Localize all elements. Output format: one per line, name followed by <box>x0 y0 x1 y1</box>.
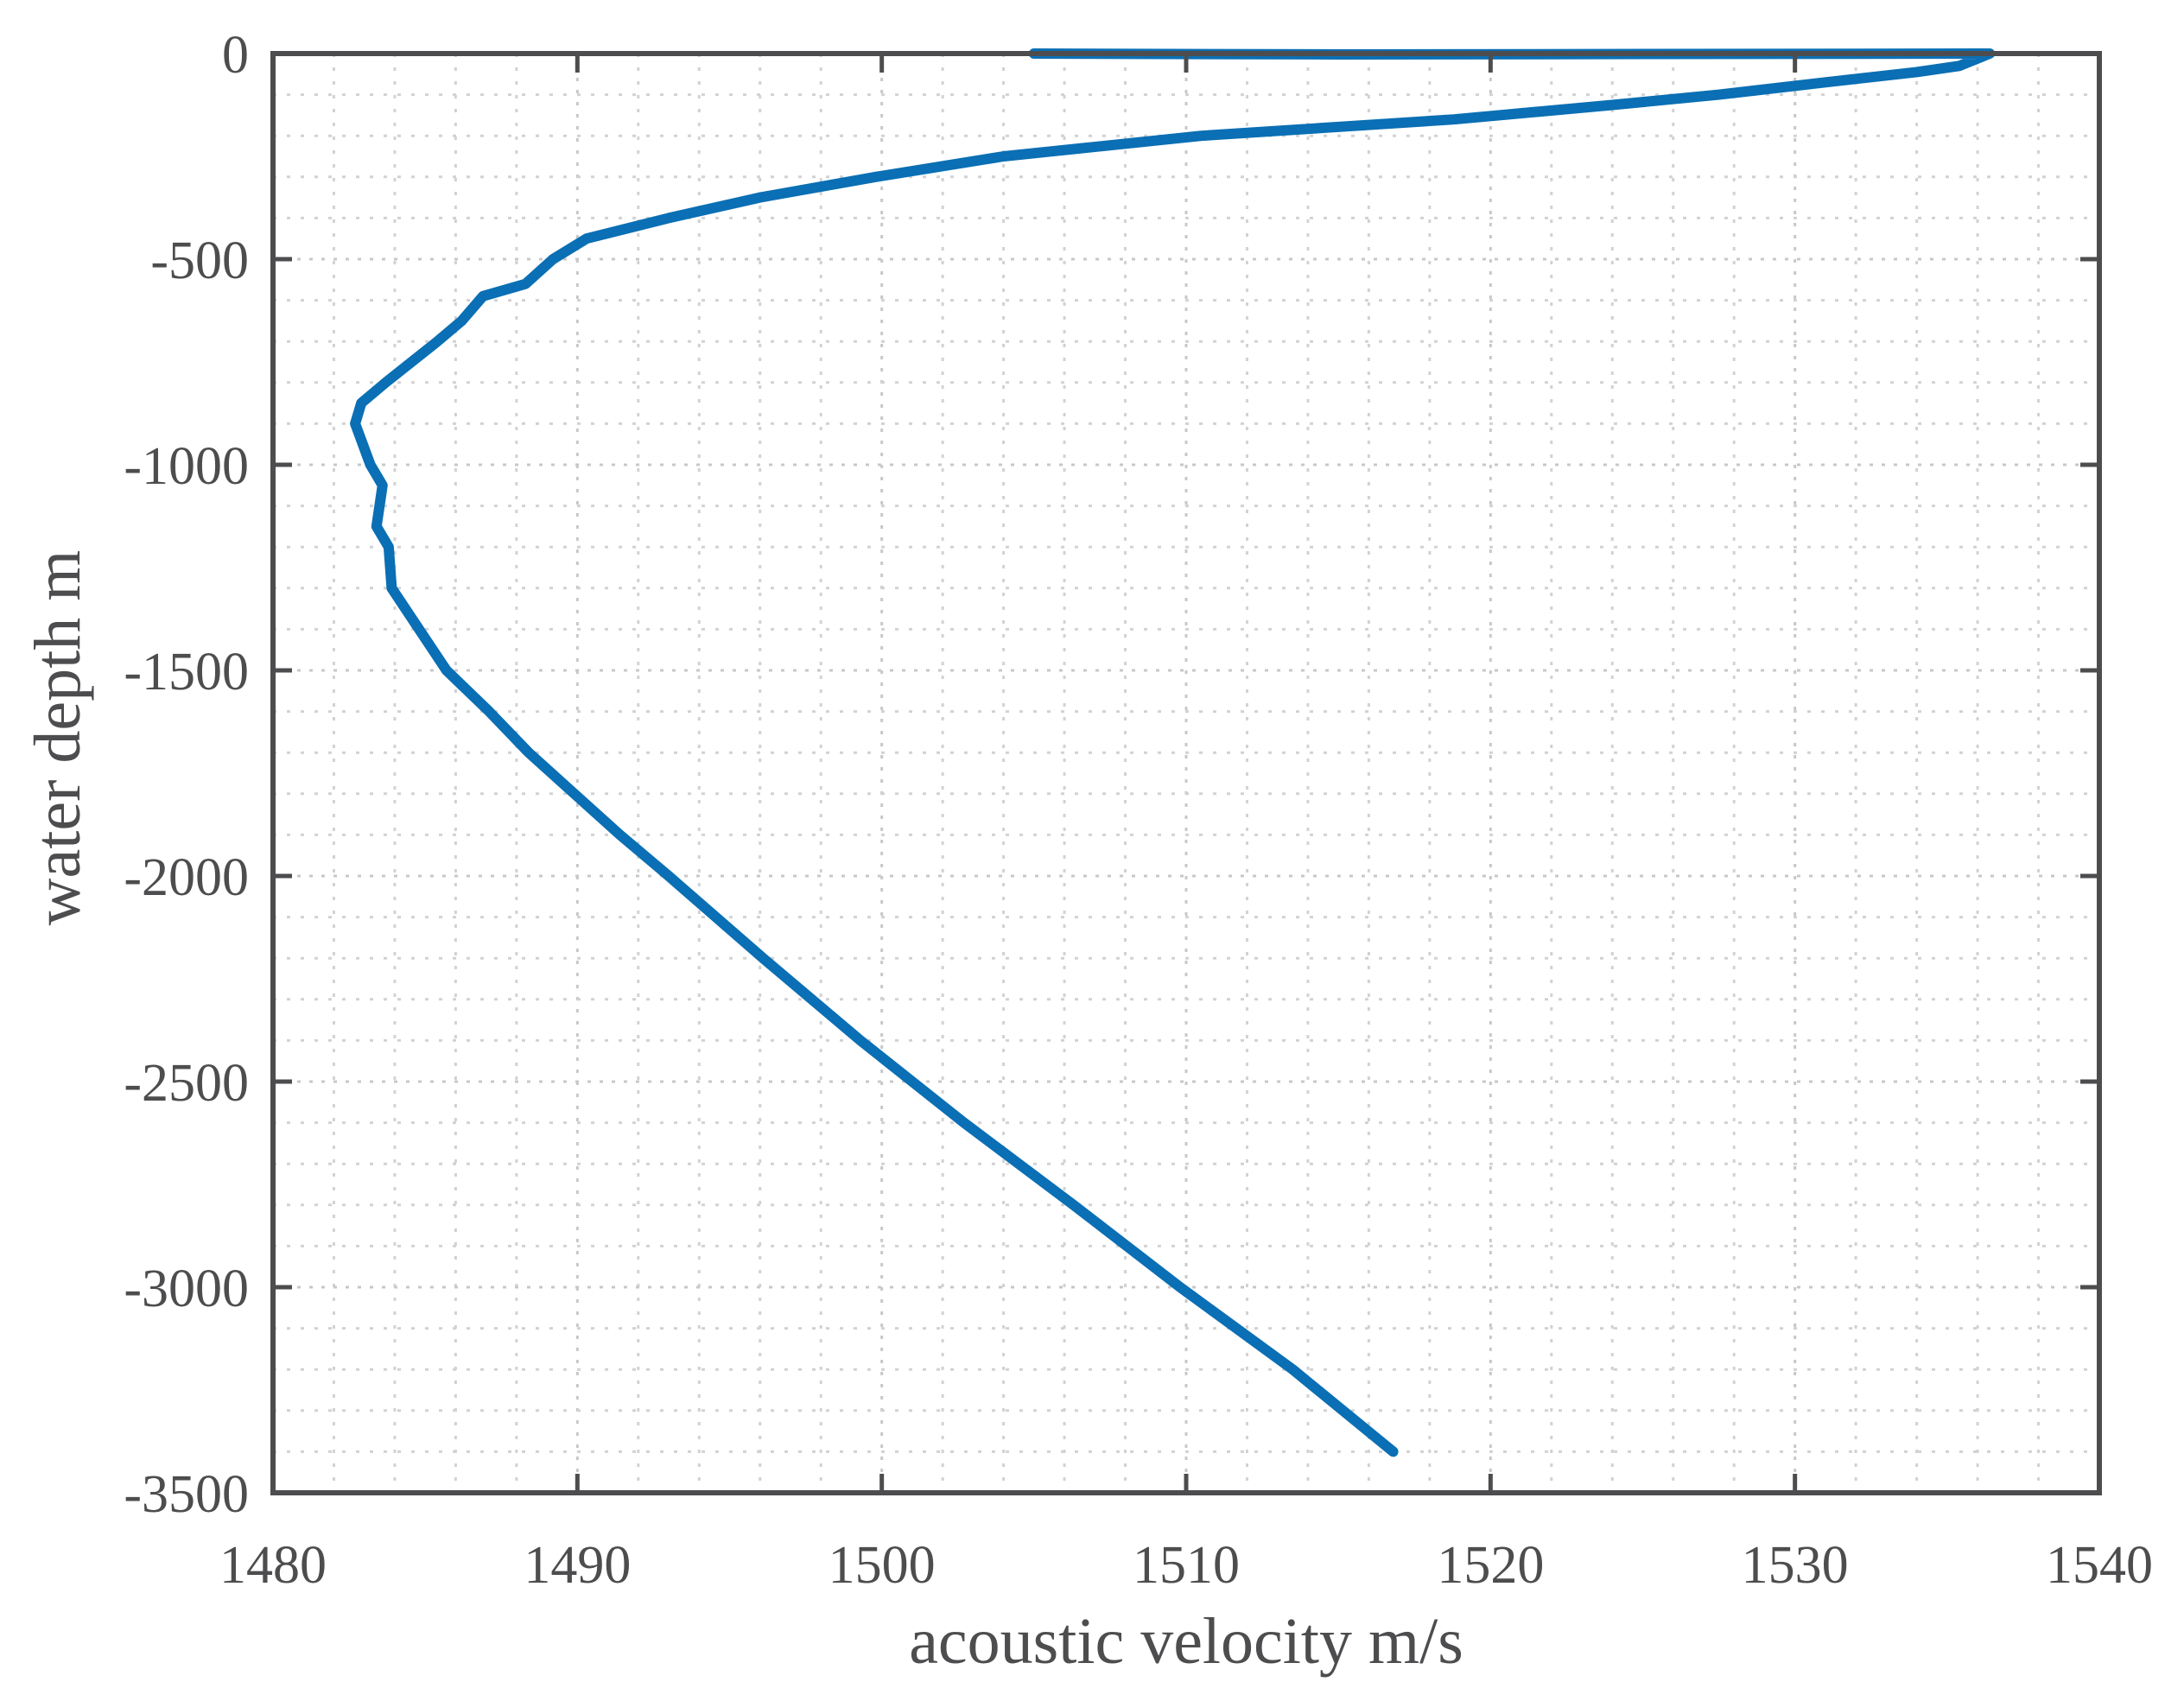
x-tick-label: 1480 <box>219 1536 327 1595</box>
x-tick-labels: 1480 1490 1500 1510 1520 1530 1540 <box>219 1536 2153 1595</box>
plot-series <box>350 48 1996 1457</box>
y-tick-label: -2500 <box>124 1054 249 1113</box>
x-tick-label: 1510 <box>1133 1536 1240 1595</box>
x-tick-label: 1520 <box>1437 1536 1544 1595</box>
x-axis-label: acoustic velocity m/s <box>909 1605 1463 1678</box>
x-tick-label: 1540 <box>2046 1536 2153 1595</box>
y-tick-label: -3500 <box>124 1465 249 1524</box>
y-axis-label: water depth m <box>22 550 94 926</box>
y-tick-label: 0 <box>222 26 249 85</box>
y-tick-label: -2000 <box>124 848 249 907</box>
x-tick-label: 1530 <box>1742 1536 1849 1595</box>
x-tick-label: 1500 <box>829 1536 936 1595</box>
x-tick-label: 1490 <box>524 1536 631 1595</box>
y-tick-labels: 0 -500 -1000 -1500 -2000 -2500 -3000 -3500 <box>124 26 249 1524</box>
y-tick-label: -3000 <box>124 1260 249 1318</box>
axis-ticks <box>270 51 2102 1495</box>
y-tick-label: -1500 <box>124 643 249 701</box>
y-tick-label: -1000 <box>124 437 249 496</box>
y-tick-label: -500 <box>150 232 249 290</box>
sound-velocity-profile-line <box>350 48 1996 1457</box>
